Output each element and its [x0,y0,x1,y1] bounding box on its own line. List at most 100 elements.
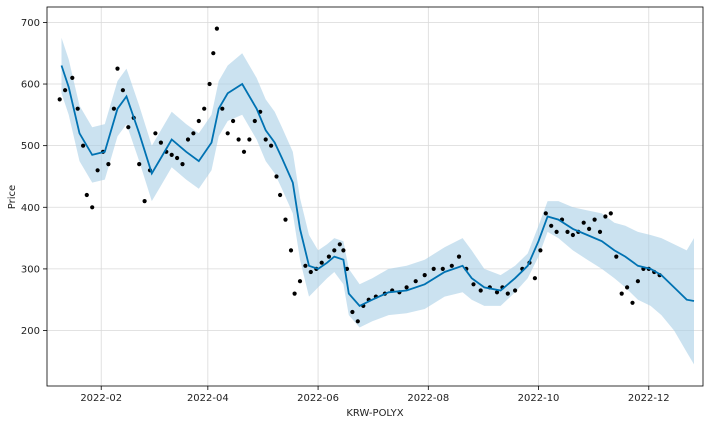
observed-point [211,51,216,56]
observed-point [142,199,147,204]
observed-point [592,217,597,222]
observed-point [95,168,100,173]
x-axis-label: KRW-POLYX [346,408,403,419]
y-tick-label: 400 [21,203,40,214]
observed-point [513,288,518,293]
observed-point [337,242,342,247]
observed-point [214,26,219,31]
observed-point [191,131,196,136]
observed-point [456,254,462,259]
observed-point [180,162,185,167]
observed-point [111,106,116,111]
x-axis-ticks: 2022-02 2022-04 2022-06 2022-08 2022-10 2022-… [80,386,670,404]
observed-point [494,290,500,295]
grid-lines [47,7,703,386]
observed-point [326,254,331,259]
observed-point [630,300,635,305]
y-tick-label: 700 [21,18,40,29]
observed-point [120,88,125,93]
observed-point [565,229,570,234]
observed-point [175,155,180,161]
observed-point [75,106,80,111]
observed-point [207,81,212,87]
observed-point [241,149,247,154]
observed-point [236,137,241,142]
observed-point [169,152,174,157]
observed-point [440,266,445,271]
observed-point [413,279,418,284]
x-tick-label: 2022-02 [80,393,122,404]
observed-point [303,263,308,268]
observed-point [332,248,337,253]
observed-point [619,291,624,296]
x-tick-label: 2022-12 [628,393,670,404]
observed-point [225,131,230,136]
observed-point [635,279,641,284]
observed-point [185,137,191,142]
observed-point [587,226,592,231]
observed-point [543,211,548,216]
observed-point [196,118,201,124]
observed-point [449,263,454,268]
observed-point [614,254,619,259]
x-tick-label: 2022-10 [518,393,560,404]
observed-point [70,75,75,80]
observed-point [581,220,586,225]
x-tick-label: 2022-06 [297,393,339,404]
observed-point [269,143,274,148]
observed-point [625,285,630,290]
observed-point [292,291,297,296]
observed-point [297,279,303,284]
observed-point [471,282,476,287]
observed-point [308,269,313,275]
observed-point [115,66,120,71]
x-tick-label: 2022-04 [187,393,229,404]
y-tick-label: 300 [21,264,40,275]
observed-point [608,211,613,216]
observed-point [597,229,603,234]
observed-point [231,118,236,124]
observed-point [422,273,427,278]
observed-point [344,266,350,271]
observed-point [538,248,543,253]
observed-point [126,125,131,130]
x-tick-label: 2022-08 [407,393,449,404]
observed-point [478,288,483,293]
observed-point [247,137,252,142]
uncertainty-band [61,37,694,365]
observed-point [90,205,95,210]
observed-point [153,131,158,136]
observed-point [355,319,360,324]
observed-point [263,137,268,142]
y-axis-ticks: 200 300 400 500 600 700 [21,18,47,337]
observed-point [278,192,283,198]
observed-point [81,143,86,148]
observed-point [274,174,279,179]
observed-point [84,192,89,198]
y-tick-label: 500 [21,141,40,152]
observed-point [505,291,510,296]
observed-point [137,162,142,167]
observed-point [220,106,225,111]
observed-point [288,248,294,253]
y-tick-label: 200 [21,326,40,337]
observed-point [106,162,111,167]
forecast-line [60,65,695,308]
observed-point [319,260,324,265]
observed-point [283,217,288,222]
observed-point [431,266,436,271]
observed-point [549,223,554,228]
observed-point [603,214,608,219]
observed-points [57,26,662,324]
observed-point [404,285,409,290]
observed-point [158,140,163,145]
observed-point [202,106,207,111]
observed-point [532,276,538,281]
plot-frame [46,6,704,387]
y-axis-label: Price [7,185,18,209]
observed-point [252,118,257,124]
observed-point [570,232,576,238]
observed-point [63,88,68,93]
